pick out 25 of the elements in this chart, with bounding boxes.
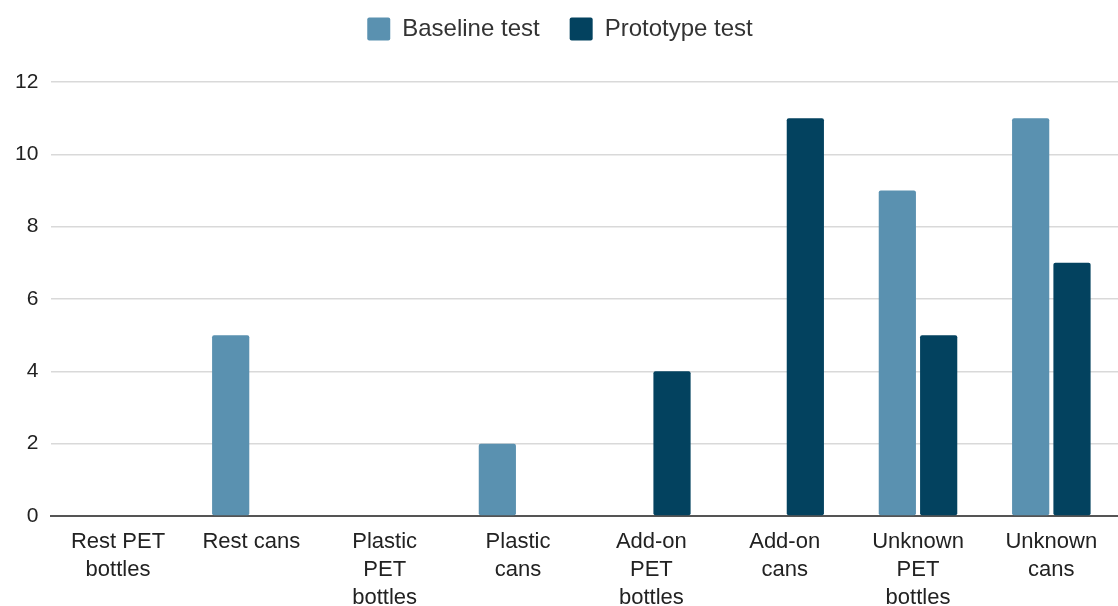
legend-label: Prototype test bbox=[604, 13, 754, 41]
y-tick-label: 12 bbox=[15, 68, 39, 92]
bar bbox=[1053, 262, 1091, 516]
x-tick-label: Rest cans bbox=[202, 528, 301, 554]
bar bbox=[1012, 118, 1050, 516]
bar bbox=[478, 443, 516, 516]
bar bbox=[212, 335, 250, 516]
x-tick-label: Add-on cans bbox=[749, 528, 821, 581]
bar bbox=[920, 335, 958, 516]
y-tick-label: 2 bbox=[26, 430, 39, 454]
y-tick-label: 0 bbox=[26, 502, 39, 526]
bar bbox=[878, 190, 916, 516]
x-tick-label: Unknown cans bbox=[1005, 528, 1098, 581]
y-tick-label: 10 bbox=[15, 141, 39, 165]
legend-label: Baseline test bbox=[402, 13, 540, 41]
bar bbox=[786, 118, 824, 516]
x-tick-label: Plastic cans bbox=[485, 528, 551, 581]
x-tick-label: Rest PET bottles bbox=[70, 528, 166, 581]
x-tick-label: Unknown PET bottles bbox=[872, 528, 964, 606]
bar bbox=[653, 371, 691, 516]
x-tick-label: Add-on PET bottles bbox=[615, 528, 687, 606]
y-tick-label: 6 bbox=[26, 285, 39, 309]
x-tick-label: Plastic PET bottles bbox=[352, 528, 418, 606]
y-tick-label: 8 bbox=[26, 213, 39, 237]
y-tick-label: 4 bbox=[26, 358, 39, 382]
